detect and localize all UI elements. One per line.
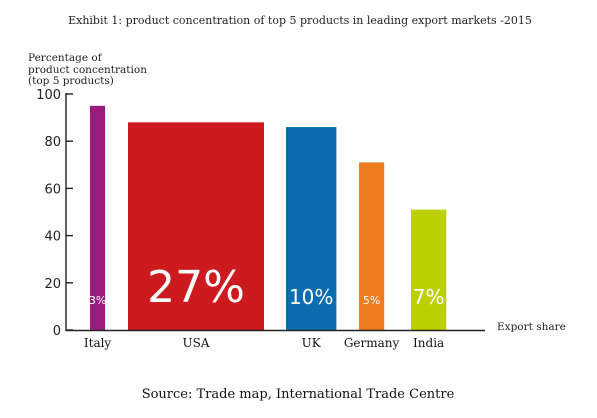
category-label-italy: Italy (84, 336, 112, 350)
y-tick-label: 40 (44, 230, 61, 245)
y-tick-label: 100 (36, 88, 61, 103)
y-tick-label: 80 (44, 135, 61, 150)
bar-usa (128, 122, 264, 330)
y-axis-label-line-3: (top 5 products) (28, 75, 114, 87)
y-axis: 0 20 40 60 80 100 (36, 88, 73, 339)
bar-germany (359, 162, 385, 330)
y-axis-label-line-1: Percentage of (28, 52, 103, 64)
bar-uk (286, 127, 337, 330)
bar-italy (90, 105, 106, 330)
y-tick-label: 20 (44, 277, 61, 292)
bars: 3% Italy 27% USA 10% UK 5% Germany 7% India (84, 105, 447, 350)
export-share-label-india: 7% (413, 285, 445, 309)
category-label-germany: Germany (344, 336, 400, 350)
category-label-usa: USA (183, 336, 210, 350)
y-tick-label: 0 (53, 324, 61, 339)
y-tick-label: 60 (44, 182, 61, 197)
x-axis-label: Export share (497, 321, 566, 333)
category-label-uk: UK (302, 336, 322, 350)
chart-title: Exhibit 1: product concentration of top … (68, 14, 532, 27)
category-label-india: India (413, 336, 444, 350)
export-share-label-usa: 27% (147, 262, 245, 313)
source-note: Source: Trade map, International Trade C… (142, 387, 455, 402)
export-share-label-uk: 10% (289, 285, 333, 309)
bar-india (411, 209, 447, 330)
export-share-label-germany: 5% (363, 294, 380, 307)
export-share-label-italy: 3% (89, 294, 106, 307)
y-axis-label-line-2: product concentration (28, 64, 147, 76)
